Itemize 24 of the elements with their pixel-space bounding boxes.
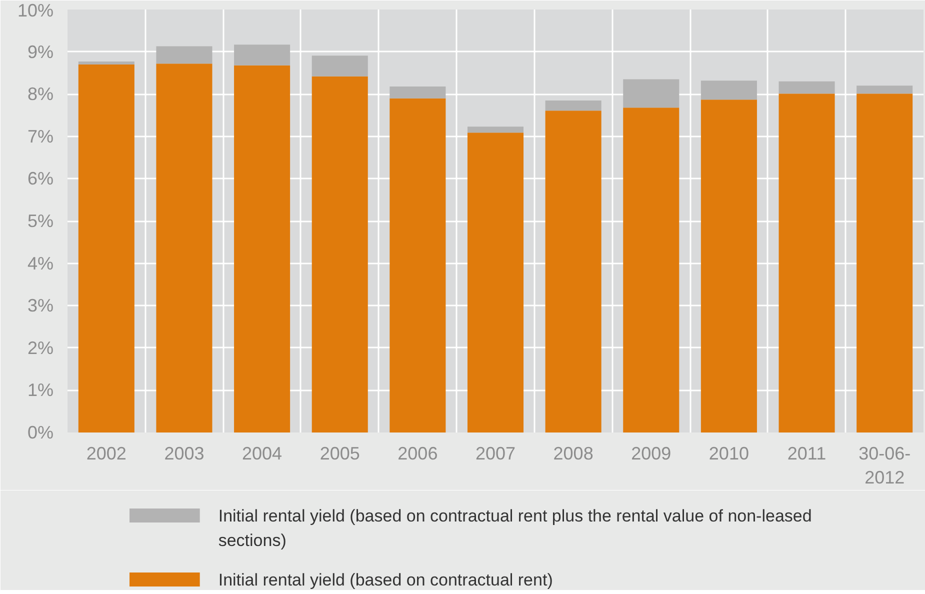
y-tick-label: 6% <box>27 168 54 189</box>
x-tick-label: 2004 <box>242 444 282 464</box>
x-tick-label: 2005 <box>320 444 360 464</box>
x-tick-label: 2010 <box>708 444 749 464</box>
y-tick-label: 2% <box>27 338 54 358</box>
legend-label: Initial rental yield (based on contractual rent plus the rental value of non-leased sections) <box>218 506 812 550</box>
x-tick-label: 2011 <box>787 444 826 464</box>
y-tick-label: 9% <box>27 42 54 62</box>
x-tick-label: 2008 <box>553 444 594 464</box>
y-tick-label: 7% <box>27 126 54 146</box>
y-tick-label: 5% <box>27 211 54 231</box>
x-tick-label: 30-06-2012 <box>858 444 911 488</box>
y-tick-label: 3% <box>27 296 54 316</box>
x-tick-label: 2002 <box>86 444 126 464</box>
x-tick-label: 2006 <box>398 444 438 464</box>
x-tick-label: 2009 <box>631 444 672 464</box>
y-tick-label: 10% <box>17 0 54 20</box>
y-tick-label: 1% <box>27 380 54 400</box>
y-tick-label: 8% <box>27 84 54 104</box>
x-tick-label: 2007 <box>475 444 516 464</box>
y-tick-label: 4% <box>27 253 54 274</box>
y-tick-label: 0% <box>27 422 54 442</box>
x-tick-label: 2003 <box>164 444 204 464</box>
legend-label: Initial rental yield (based on contractual rent) <box>218 570 553 590</box>
